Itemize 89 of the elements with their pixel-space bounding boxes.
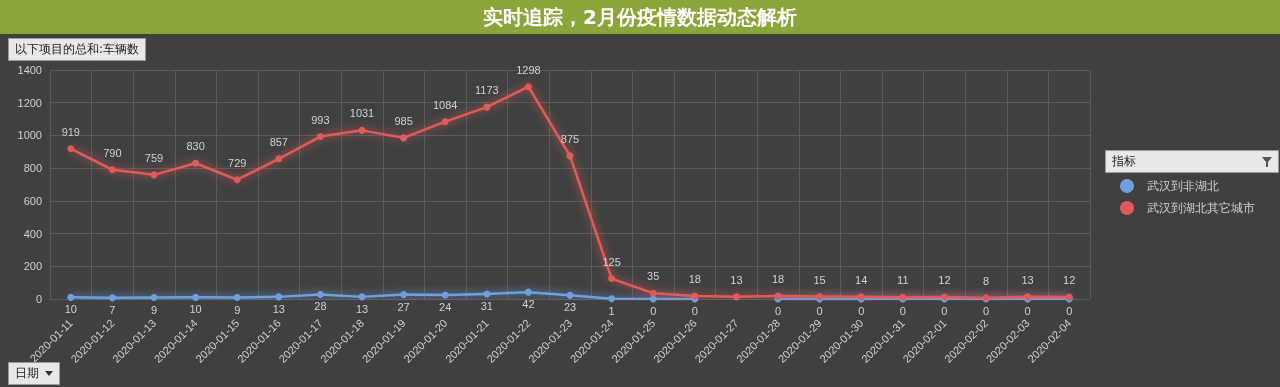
y-tick-label: 600 xyxy=(23,194,42,207)
point xyxy=(316,290,324,298)
point xyxy=(524,83,532,91)
chart-title: 实时追踪，2月份疫情数据动态解析 xyxy=(0,0,1280,34)
data-label: 7 xyxy=(109,303,116,316)
point xyxy=(400,134,408,142)
data-label: 857 xyxy=(269,135,288,148)
y-tick-label: 1000 xyxy=(17,129,42,142)
point xyxy=(67,293,75,301)
point xyxy=(233,176,241,184)
y-axis-title: 以下项目的总和:车辆数 xyxy=(8,38,147,61)
point xyxy=(608,275,616,283)
data-label: 18 xyxy=(771,273,785,286)
legend-label: 武汉到湖北其它城市 xyxy=(1147,201,1255,215)
data-label: 28 xyxy=(314,300,327,313)
data-label: 0 xyxy=(1066,305,1073,317)
data-label: 31 xyxy=(480,299,493,312)
legend-title: 指标 xyxy=(1112,153,1136,170)
data-label: 1084 xyxy=(432,98,458,111)
data-label: 790 xyxy=(103,146,122,159)
data-label: 0 xyxy=(816,305,823,317)
y-tick-label: 0 xyxy=(35,293,42,305)
point xyxy=(275,293,283,301)
data-label: 993 xyxy=(311,113,330,126)
point xyxy=(150,294,158,302)
point xyxy=(441,118,449,126)
data-label: 24 xyxy=(439,301,452,314)
legend-label: 武汉到非湖北 xyxy=(1147,179,1219,193)
data-label: 8 xyxy=(982,274,990,287)
data-label: 830 xyxy=(186,140,205,153)
point xyxy=(316,133,324,141)
point xyxy=(108,166,116,174)
y-tick-label: 1400 xyxy=(17,64,42,76)
point xyxy=(192,293,200,301)
data-label: 23 xyxy=(563,301,577,314)
data-label: 1173 xyxy=(474,84,499,97)
data-label: 14 xyxy=(855,273,868,286)
data-label: 729 xyxy=(228,156,247,169)
data-label: 0 xyxy=(774,305,782,317)
point xyxy=(524,288,532,296)
data-label: 9 xyxy=(234,303,241,316)
data-label: 875 xyxy=(560,132,580,145)
data-label: 0 xyxy=(982,305,990,317)
data-label: 0 xyxy=(1024,305,1031,317)
data-label: 1298 xyxy=(516,63,541,76)
data-label: 0 xyxy=(858,305,865,317)
point xyxy=(483,103,491,111)
data-label: 13 xyxy=(272,302,285,315)
data-label: 12 xyxy=(938,274,951,287)
data-label: 759 xyxy=(144,151,164,164)
data-label: 42 xyxy=(522,298,535,311)
point xyxy=(566,291,574,299)
data-label: 1031 xyxy=(349,107,375,120)
data-label: 919 xyxy=(61,125,80,138)
point xyxy=(608,295,616,303)
data-label: 13 xyxy=(355,302,369,315)
data-label: 0 xyxy=(650,305,657,317)
data-label: 18 xyxy=(688,273,701,286)
data-label: 1 xyxy=(608,304,615,317)
point xyxy=(649,289,657,297)
point xyxy=(358,126,366,134)
data-label: 13 xyxy=(1021,273,1034,286)
x-axis-title: 日期 xyxy=(15,365,39,382)
data-label: 15 xyxy=(813,273,826,286)
data-label: 13 xyxy=(730,273,743,286)
data-label: 0 xyxy=(899,305,906,317)
data-label: 10 xyxy=(189,303,202,316)
point xyxy=(192,159,200,167)
point xyxy=(483,290,491,298)
point xyxy=(233,294,241,302)
point xyxy=(400,291,408,299)
data-label: 9 xyxy=(150,303,158,316)
y-tick-label: 400 xyxy=(23,227,42,240)
data-label: 12 xyxy=(1063,274,1076,287)
data-label: 11 xyxy=(897,274,909,287)
point xyxy=(67,145,75,153)
data-label: 35 xyxy=(647,270,660,283)
point xyxy=(108,294,116,302)
point xyxy=(275,155,283,163)
y-tick-label: 800 xyxy=(23,162,42,175)
data-label: 985 xyxy=(394,114,413,127)
y-tick-label: 200 xyxy=(23,260,42,273)
data-label: 0 xyxy=(691,305,698,317)
point xyxy=(732,293,740,301)
data-label: 27 xyxy=(397,300,410,313)
point xyxy=(441,291,449,299)
y-tick-label: 1200 xyxy=(17,96,42,109)
data-label: 0 xyxy=(941,305,948,317)
data-label: 10 xyxy=(64,303,77,316)
